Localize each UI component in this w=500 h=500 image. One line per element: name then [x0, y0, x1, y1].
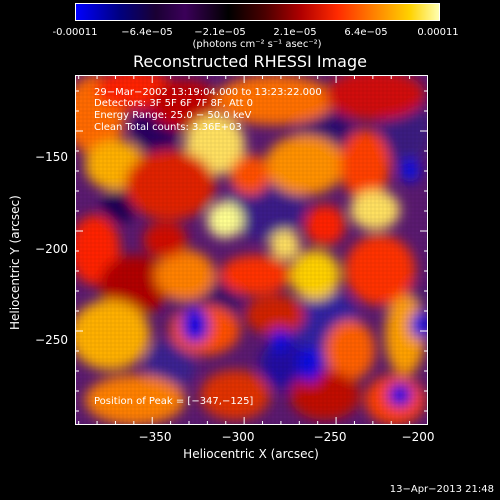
- x-axis-label: Heliocentric X (arcsec): [183, 447, 319, 461]
- x-tick-label: −250: [313, 430, 347, 444]
- info-line-detectors: Detectors: 3F 5F 6F 7F 8F, Att 0: [94, 98, 254, 109]
- colorbar-label: 2.1e−05: [273, 27, 317, 38]
- colorbar-unit: (photons cm⁻² s⁻¹ asec⁻²): [192, 39, 322, 50]
- timestamp: 13−Apr−2013 21:48: [389, 484, 494, 495]
- info-line-energy: Energy Range: 25.0 − 50.0 keV: [94, 110, 252, 121]
- colorbar-label: -0.00011: [52, 27, 98, 38]
- colorbar-label: −6.4e−05: [121, 27, 173, 38]
- y-tick-label: −250: [35, 333, 68, 347]
- colorbar: [75, 3, 440, 21]
- x-tick-label: −200: [401, 430, 435, 444]
- y-tick-label: −200: [35, 242, 68, 256]
- peak-position: Position of Peak = [−347,−125]: [94, 396, 254, 407]
- colorbar-label: 0.00011: [417, 27, 459, 38]
- info-line-clean: Clean Total counts: 3.36E+03: [94, 122, 242, 133]
- info-line-time: 29−Mar−2002 13:19:04.000 to 13:23:22.000: [94, 87, 322, 98]
- plot-frame: [75, 75, 428, 425]
- x-tick-label: −300: [221, 430, 255, 444]
- heatmap-image: [75, 75, 428, 425]
- colorbar-label: −2.1e−05: [194, 27, 246, 38]
- y-axis-label: Heliocentric Y (arcsec): [8, 195, 22, 330]
- x-tick-label: −350: [138, 430, 172, 444]
- plot-title: Reconstructed RHESSI Image: [133, 52, 367, 71]
- y-tick-label: −150: [35, 150, 68, 164]
- colorbar-label: 6.4e−05: [344, 27, 388, 38]
